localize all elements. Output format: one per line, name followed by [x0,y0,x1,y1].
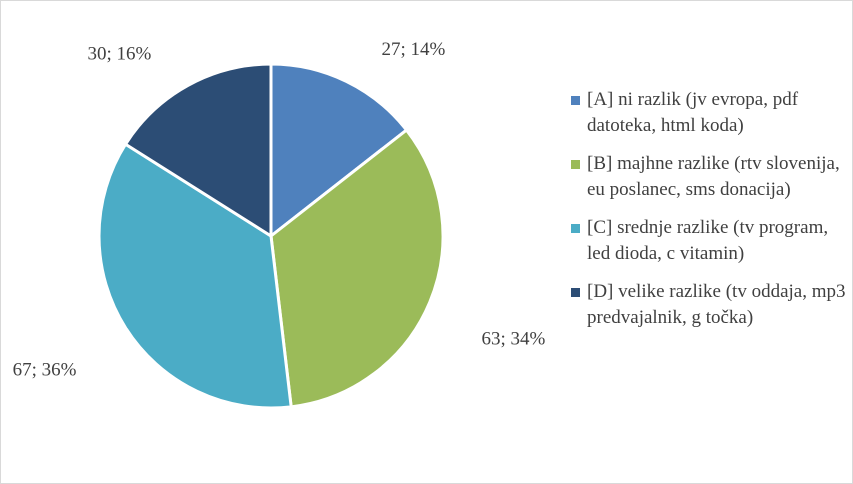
pie-area: 27; 14% 63; 34% 67; 36% 30; 16% [13,39,546,410]
legend-item: [C] srednje razlike (tv program, led dio… [567,215,847,267]
pie-slice [269,127,445,409]
legend-item: [B] majhne razlike (rtv slovenija, eu po… [567,151,847,203]
legend-label: [D] velike razlike (tv oddaja, mp3 predv… [587,281,846,328]
data-label: 63; 34% [482,329,546,350]
data-label: 30; 16% [87,44,151,65]
legend-swatch [571,224,580,233]
data-label: 27; 14% [381,39,445,60]
legend-label: [A] ni razlik (jv evropa, pdf datoteka, … [587,89,799,136]
legend-swatch [571,160,580,169]
pie-slice [269,62,409,240]
data-label: 67; 36% [13,359,77,380]
pie-slice [123,62,273,239]
legend-item: [D] velike razlike (tv oddaja, mp3 predv… [567,279,847,331]
legend-swatch [571,96,580,105]
legend-swatch [571,288,580,297]
legend: [A] ni razlik (jv evropa, pdf datoteka, … [567,87,847,343]
pie-slice [97,142,293,410]
legend-label: [B] majhne razlike (rtv slovenija, eu po… [587,153,840,200]
legend-label: [C] srednje razlike (tv program, led dio… [587,217,829,264]
legend-item: [A] ni razlik (jv evropa, pdf datoteka, … [567,87,847,139]
